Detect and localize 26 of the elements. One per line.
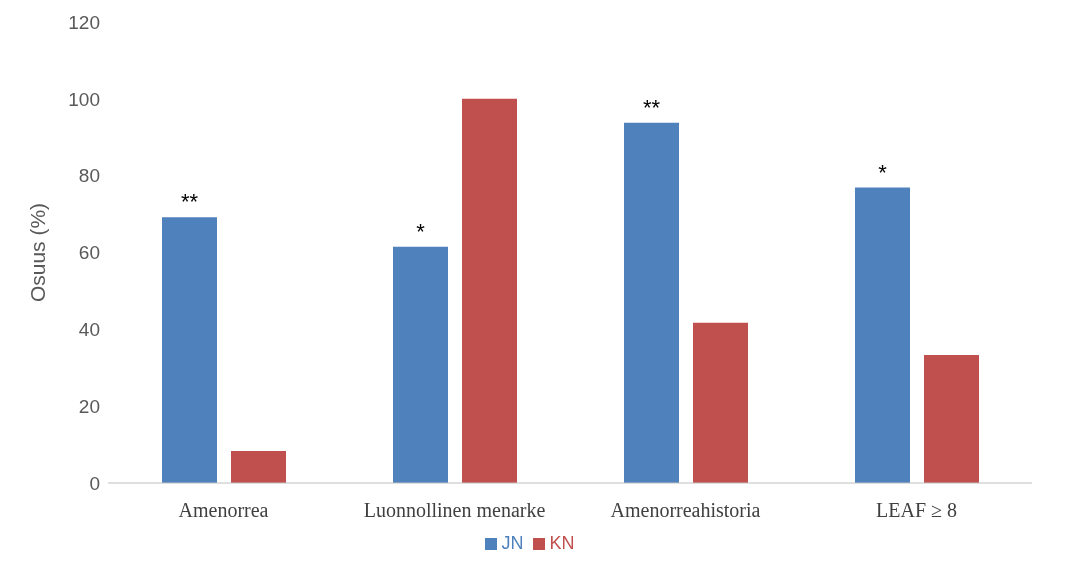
bar (162, 217, 217, 483)
bar (693, 322, 748, 483)
bar (393, 246, 448, 483)
bar (924, 355, 979, 483)
y-axis-title: Osuus (%) (26, 202, 50, 303)
legend-label: KN (549, 533, 575, 553)
y-tick-label: 40 (78, 319, 100, 341)
annotation: * (878, 159, 888, 185)
y-tick-label: 120 (68, 11, 100, 33)
annotation: * (416, 218, 426, 244)
bar (855, 187, 910, 483)
bar (624, 122, 679, 483)
y-tick-label: 100 (68, 88, 100, 110)
x-tick-label: Luonnollinen menarke (363, 499, 546, 522)
legend-label: JN (501, 533, 524, 553)
y-tick-label: 20 (78, 395, 100, 417)
annotation: ** (180, 189, 199, 215)
y-tick-label: 60 (78, 242, 100, 264)
x-tick-label: LEAF ≥ 8 (876, 499, 957, 522)
y-tick-label: 80 (78, 165, 100, 187)
x-tick-label: Amenorrea (178, 499, 269, 522)
bar (462, 98, 517, 483)
annotation: ** (642, 94, 661, 120)
bar (231, 451, 286, 483)
y-tick-label: 0 (89, 472, 100, 494)
x-tick-label: Amenorreahistoria (610, 499, 761, 522)
